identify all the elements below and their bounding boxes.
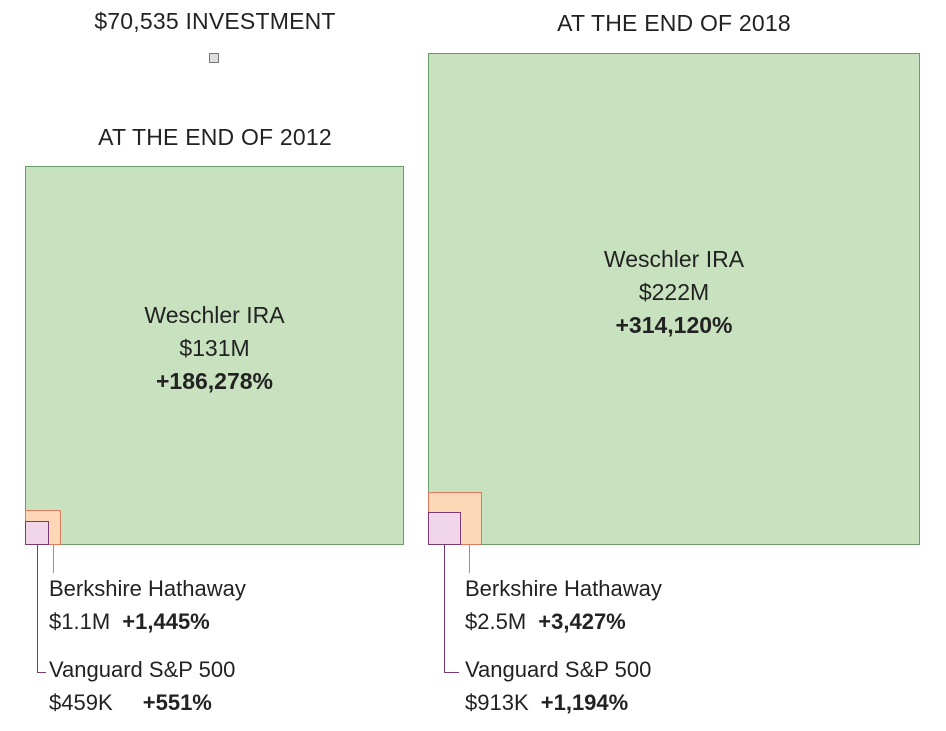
vanguard-2018-connector — [444, 545, 459, 673]
weschler-2012-value: $131M — [179, 335, 250, 361]
weschler-2012-label: Weschler IRA $131M +186,278% — [25, 299, 404, 398]
panel-2012-title: AT THE END OF 2012 — [98, 124, 332, 150]
weschler-2018-change: +314,120% — [615, 312, 733, 338]
weschler-2018-value: $222M — [638, 279, 710, 305]
vanguard-2018-square — [428, 512, 461, 545]
vanguard-2018-value: $913K — [465, 690, 529, 715]
vanguard-2012-value: $459K — [49, 690, 113, 715]
berkshire-2018-annotation: Berkshire Hathaway $2.5M +3,427% — [465, 572, 662, 638]
berkshire-2018-connector — [469, 545, 470, 573]
weschler-2018-label: Weschler IRA $222M +314,120% — [428, 243, 920, 342]
berkshire-2018-change: +3,427% — [538, 609, 626, 634]
berkshire-2012-change: +1,445% — [122, 609, 210, 634]
panel-2018-title: AT THE END OF 2018 — [557, 10, 791, 36]
weschler-2012-square — [25, 166, 404, 545]
vanguard-2018-annotation: Vanguard S&P 500 $913K +1,194% — [465, 653, 651, 719]
vanguard-2012-annotation: Vanguard S&P 500 $459K +551% — [49, 653, 235, 719]
vanguard-2018-change: +1,194% — [540, 690, 629, 715]
investment-square — [209, 53, 219, 63]
weschler-2018-square — [428, 53, 920, 545]
vanguard-2012-square — [25, 521, 49, 545]
berkshire-2012-name: Berkshire Hathaway — [49, 576, 246, 601]
berkshire-2018-name: Berkshire Hathaway — [465, 576, 662, 601]
vanguard-2018-name: Vanguard S&P 500 — [465, 657, 652, 682]
vanguard-2012-name: Vanguard S&P 500 — [49, 657, 236, 682]
investment-label: $70,535 INVESTMENT — [94, 8, 336, 34]
berkshire-2012-annotation: Berkshire Hathaway $1.1M +1,445% — [49, 572, 246, 638]
vanguard-2012-connector — [37, 545, 46, 673]
weschler-2012-name: Weschler IRA — [144, 302, 285, 328]
berkshire-2018-value: $2.5M — [465, 609, 527, 634]
vanguard-2012-change: +551% — [142, 690, 212, 715]
weschler-2012-change: +186,278% — [155, 368, 274, 394]
berkshire-2012-value: $1.1M — [49, 609, 111, 634]
berkshire-2012-connector — [53, 545, 54, 573]
weschler-2018-name: Weschler IRA — [603, 246, 745, 272]
